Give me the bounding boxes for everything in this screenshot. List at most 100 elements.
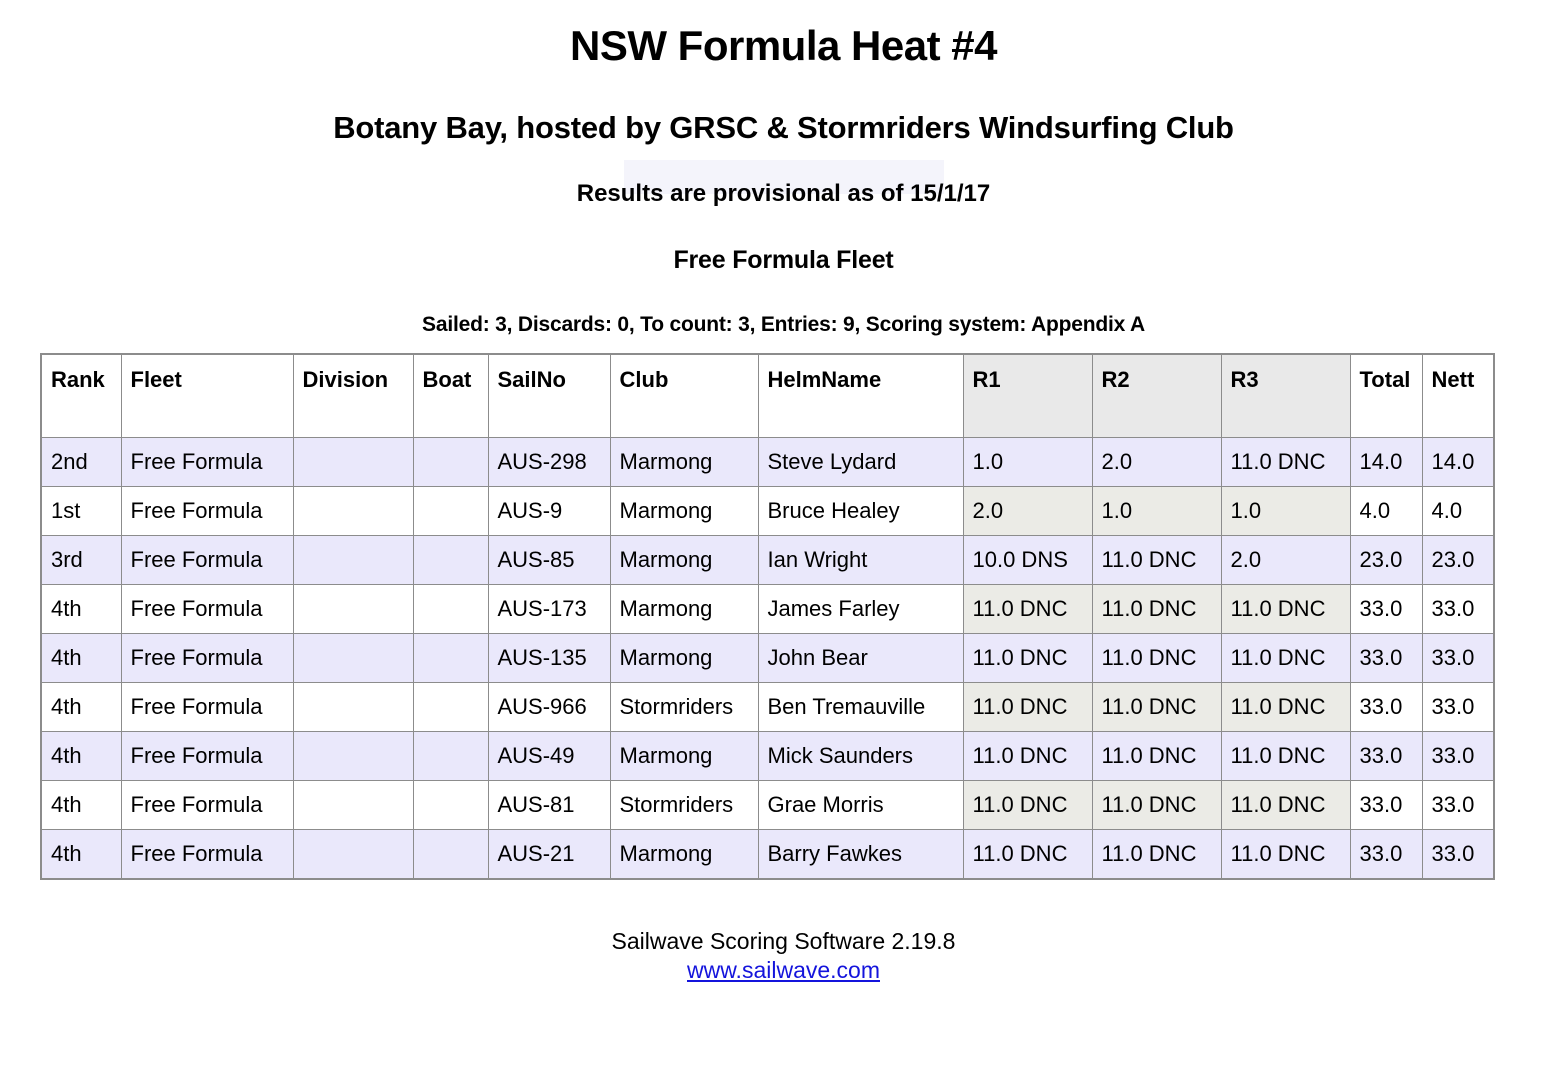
cell-r3: 11.0 DNC — [1220, 584, 1351, 635]
column-header-sailno[interactable]: SailNo — [487, 353, 611, 439]
column-header-division[interactable]: Division — [292, 353, 414, 439]
cell-club: Marmong — [609, 829, 759, 880]
table-row[interactable]: 3rd Free Formula AUS-85 Marmong Ian Wright 10… — [40, 535, 1495, 586]
column-header-r1[interactable]: R1 — [962, 353, 1093, 439]
cell-r1: 11.0 DNC — [962, 633, 1093, 684]
cell-nett: 33.0 — [1421, 829, 1495, 880]
cell-r1: 10.0 DNS — [962, 535, 1093, 586]
cell-fleet: Free Formula — [120, 829, 294, 880]
cell-nett: 4.0 — [1421, 486, 1495, 537]
cell-nett: 14.0 — [1421, 437, 1495, 488]
cell-helmname: Mick Saunders — [757, 731, 964, 782]
cell-total: 14.0 — [1349, 437, 1423, 488]
cell-boat — [412, 780, 489, 831]
column-header-r2[interactable]: R2 — [1091, 353, 1222, 439]
cell-total: 33.0 — [1349, 731, 1423, 782]
page-title: NSW Formula Heat #4 — [570, 22, 997, 69]
cell-rank: 4th — [40, 584, 122, 635]
cell-rank: 1st — [40, 486, 122, 537]
cell-nett: 23.0 — [1421, 535, 1495, 586]
cell-total: 33.0 — [1349, 682, 1423, 733]
results-table-container: Rank Fleet Division Boat SailNo Club Hel… — [0, 337, 1567, 880]
cell-sailno: AUS-85 — [487, 535, 611, 586]
fleet-title: Free Formula Fleet — [673, 245, 894, 274]
cell-club: Stormriders — [609, 682, 759, 733]
cell-sailno: AUS-173 — [487, 584, 611, 635]
column-header-boat[interactable]: Boat — [412, 353, 489, 439]
column-header-r3[interactable]: R3 — [1220, 353, 1351, 439]
cell-r1: 11.0 DNC — [962, 584, 1093, 635]
cell-rank: 4th — [40, 780, 122, 831]
table-row[interactable]: 4th Free Formula AUS-81 Stormriders Grae Mor… — [40, 780, 1495, 831]
cell-helmname: Grae Morris — [757, 780, 964, 831]
cell-total: 33.0 — [1349, 633, 1423, 684]
cell-fleet: Free Formula — [120, 486, 294, 537]
cell-rank: 4th — [40, 682, 122, 733]
column-header-rank[interactable]: Rank — [40, 353, 122, 439]
cell-division — [292, 829, 414, 880]
cell-division — [292, 731, 414, 782]
page-footer: Sailwave Scoring Software 2.19.8 www.sai… — [0, 880, 1567, 984]
cell-sailno: AUS-9 — [487, 486, 611, 537]
table-row[interactable]: 2nd Free Formula AUS-298 Marmong Steve Lydar… — [40, 437, 1495, 488]
cell-fleet: Free Formula — [120, 633, 294, 684]
scoring-summary: Sailed: 3, Discards: 0, To count: 3, Ent… — [422, 312, 1145, 336]
cell-sailno: AUS-21 — [487, 829, 611, 880]
column-header-club[interactable]: Club — [609, 353, 759, 439]
table-header-row: Rank Fleet Division Boat SailNo Club Hel… — [40, 353, 1495, 439]
cell-rank: 2nd — [40, 437, 122, 488]
cell-r1: 2.0 — [962, 486, 1093, 537]
table-row[interactable]: 4th Free Formula AUS-966 Stormriders Ben Tre… — [40, 682, 1495, 733]
cell-fleet: Free Formula — [120, 780, 294, 831]
cell-division — [292, 535, 414, 586]
cell-boat — [412, 633, 489, 684]
cell-r2: 11.0 DNC — [1091, 731, 1222, 782]
cell-boat — [412, 486, 489, 537]
table-row[interactable]: 4th Free Formula AUS-49 Marmong Mick Saunder… — [40, 731, 1495, 782]
cell-club: Stormriders — [609, 780, 759, 831]
sailwave-link[interactable]: www.sailwave.com — [687, 956, 880, 983]
cell-r2: 11.0 DNC — [1091, 633, 1222, 684]
cell-club: Marmong — [609, 437, 759, 488]
cell-r1: 11.0 DNC — [962, 780, 1093, 831]
column-header-helmname[interactable]: HelmName — [757, 353, 964, 439]
cell-sailno: AUS-49 — [487, 731, 611, 782]
cell-r3: 11.0 DNC — [1220, 633, 1351, 684]
cell-r1: 1.0 — [962, 437, 1093, 488]
provisional-note-container: Results are provisional as of 15/1/17 — [0, 146, 1567, 208]
cell-r3: 11.0 DNC — [1220, 437, 1351, 488]
cell-boat — [412, 731, 489, 782]
cell-fleet: Free Formula — [120, 584, 294, 635]
cell-r3: 11.0 DNC — [1220, 780, 1351, 831]
column-header-nett[interactable]: Nett — [1421, 353, 1495, 439]
table-row[interactable]: 4th Free Formula AUS-21 Marmong Barry Fawkes… — [40, 829, 1495, 880]
cell-club: Marmong — [609, 535, 759, 586]
event-subtitle: Botany Bay, hosted by GRSC & Stormriders… — [333, 110, 1234, 146]
table-row[interactable]: 4th Free Formula AUS-173 Marmong James Farle… — [40, 584, 1495, 635]
cell-r3: 11.0 DNC — [1220, 829, 1351, 880]
cell-helmname: John Bear — [757, 633, 964, 684]
background-watermark — [623, 159, 944, 194]
cell-r2: 2.0 — [1091, 437, 1222, 488]
column-header-total[interactable]: Total — [1349, 353, 1423, 439]
cell-sailno: AUS-135 — [487, 633, 611, 684]
software-credit: Sailwave Scoring Software 2.19.8 — [611, 927, 956, 954]
table-row[interactable]: 4th Free Formula AUS-135 Marmong John Bear 11… — [40, 633, 1495, 684]
cell-nett: 33.0 — [1421, 780, 1495, 831]
cell-r2: 11.0 DNC — [1091, 780, 1222, 831]
table-row[interactable]: 1st Free Formula AUS-9 Marmong Bruce Healey 2… — [40, 486, 1495, 537]
cell-nett: 33.0 — [1421, 584, 1495, 635]
cell-division — [292, 682, 414, 733]
cell-fleet: Free Formula — [120, 535, 294, 586]
cell-r2: 1.0 — [1091, 486, 1222, 537]
cell-r1: 11.0 DNC — [962, 829, 1093, 880]
cell-total: 33.0 — [1349, 829, 1423, 880]
cell-helmname: Bruce Healey — [757, 486, 964, 537]
column-header-fleet[interactable]: Fleet — [120, 353, 294, 439]
results-table-body: 2nd Free Formula AUS-298 Marmong Steve Lydar… — [40, 437, 1495, 880]
cell-r3: 11.0 DNC — [1220, 731, 1351, 782]
cell-division — [292, 584, 414, 635]
cell-nett: 33.0 — [1421, 633, 1495, 684]
cell-r2: 11.0 DNC — [1091, 535, 1222, 586]
cell-boat — [412, 584, 489, 635]
